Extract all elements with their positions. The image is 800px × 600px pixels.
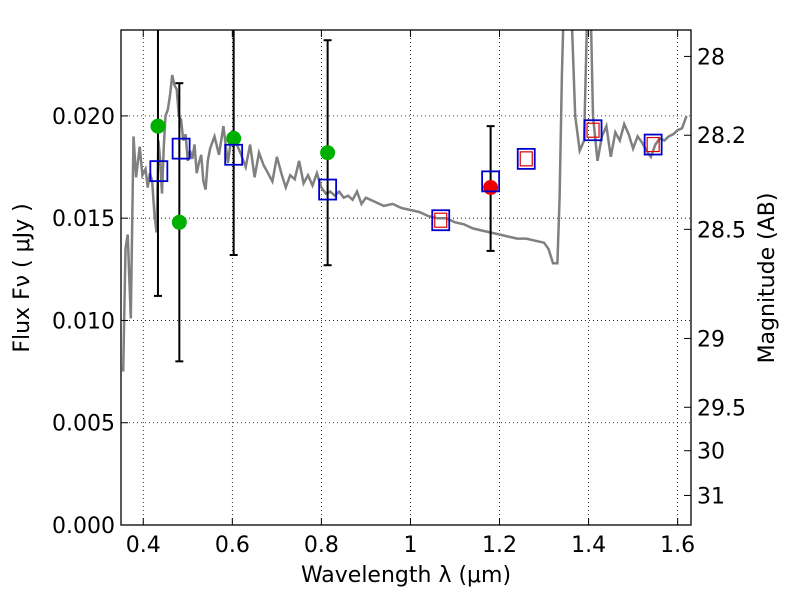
magnitude-tick-label: 29.5 (697, 396, 746, 421)
magnitude-tick-label: 28 (697, 45, 725, 70)
magnitude-tick-label: 28.2 (697, 124, 746, 149)
model-box (171, 137, 191, 160)
magnitude-tick-label: 30 (697, 440, 725, 465)
x-tick-label: 0.4 (126, 533, 161, 558)
x-tick-label: 1.6 (660, 533, 695, 558)
observed-point (171, 214, 187, 230)
model-inner-box (519, 151, 533, 167)
magnitude-tick-label: 29 (697, 327, 725, 352)
model-box (224, 143, 244, 166)
y-tick-label: 0.010 (52, 309, 115, 334)
x-tick-label: 1.2 (482, 533, 517, 558)
y-axis-label: Flux Fν ( μJy ) (10, 203, 35, 352)
model-box (318, 178, 338, 201)
model-inner-box (586, 122, 600, 138)
observed-point (226, 130, 242, 146)
upper-limit-point (483, 180, 499, 195)
y-tick-label: 0.000 (52, 514, 115, 539)
x-tick-label: 0.8 (304, 533, 339, 558)
model-inner-box (434, 212, 448, 228)
model-box (481, 170, 501, 193)
grid-lines (121, 30, 691, 526)
template-spectrum-line (121, 30, 688, 372)
x-tick-label: 0.6 (215, 533, 250, 558)
model-box (516, 147, 536, 170)
y-axis-ticks: 0.000 0.005 0.010 0.015 0.020 (52, 105, 128, 539)
model-box (643, 133, 663, 156)
y-tick-label: 0.015 (52, 207, 115, 232)
x-axis-label: Wavelength λ (μm) (301, 563, 511, 588)
magnitude-axis-label: Magnitude (AB) (755, 193, 780, 364)
model-boxes (149, 119, 663, 232)
model-box (583, 119, 603, 142)
magnitude-tick-label: 31 (697, 484, 725, 509)
magnitude-axis-ticks: 28 28.2 28.5 29 29.5 30 31 (684, 45, 746, 509)
model-box (431, 209, 451, 232)
model-inner-box (646, 136, 660, 153)
model-box (149, 160, 169, 183)
plot-area (121, 30, 688, 372)
x-tick-label: 1 (403, 533, 417, 558)
x-tick-label: 1.4 (571, 533, 606, 558)
y-tick-label: 0.020 (52, 105, 115, 130)
plot-frame (120, 29, 692, 526)
y-tick-label: 0.005 (52, 412, 115, 437)
x-axis-ticks: 0.4 0.6 0.8 1 1.2 1.4 1.6 (126, 30, 695, 558)
magnitude-tick-label: 28.5 (697, 218, 746, 243)
observed-point (320, 145, 336, 161)
observed-point (150, 118, 166, 134)
